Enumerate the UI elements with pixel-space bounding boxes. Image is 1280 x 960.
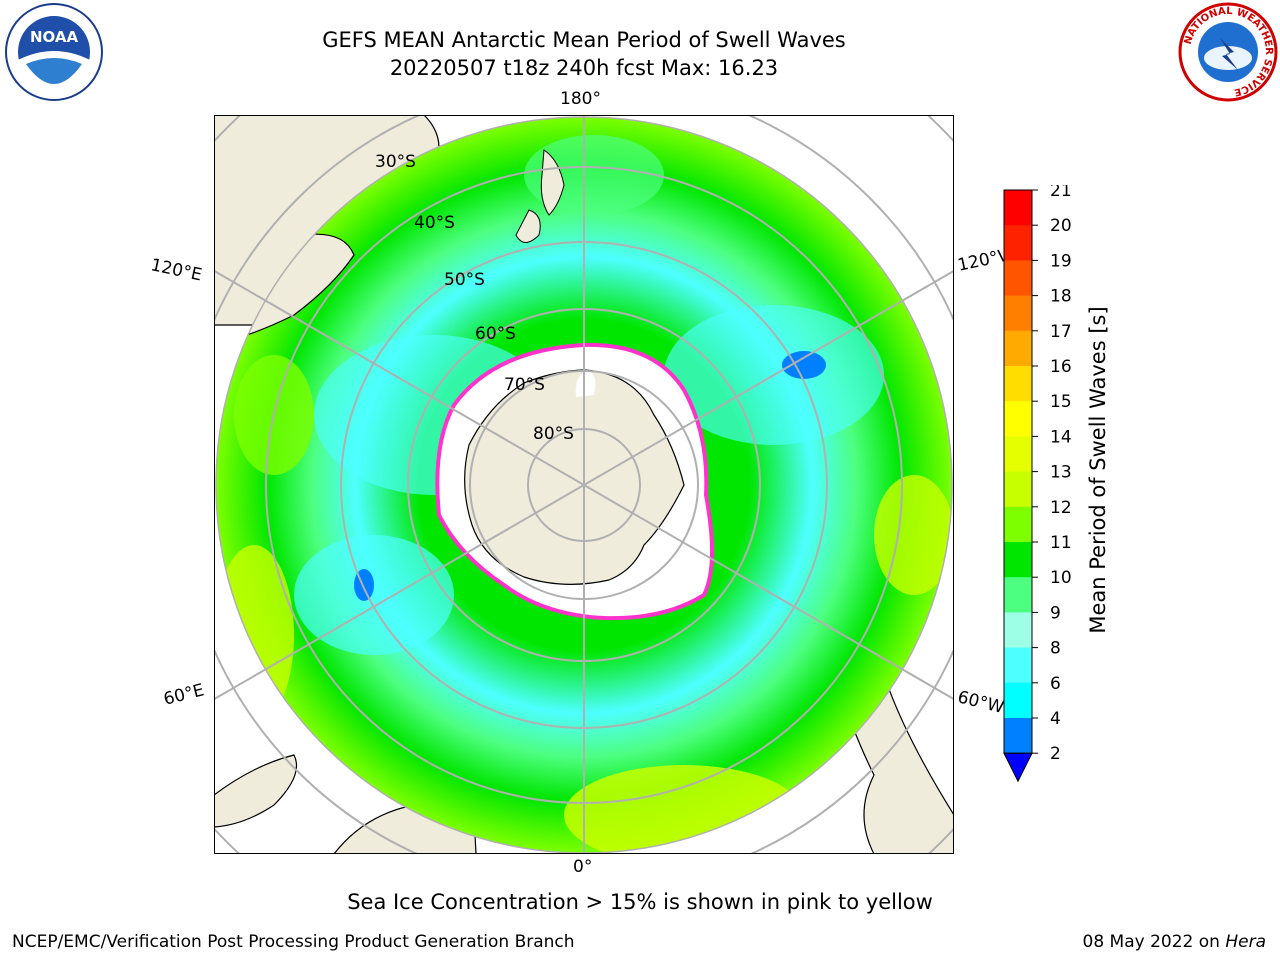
colorbar-tick-label: 10 — [1050, 568, 1072, 588]
colorbar-segment — [1004, 260, 1032, 297]
lat-label-30s: 30°S — [375, 152, 416, 172]
colorbar-tick-label: 11 — [1050, 533, 1072, 553]
colorbar-segment — [1004, 295, 1032, 332]
lon-label-60e: 60°E — [161, 680, 207, 710]
colorbar-tick-label: 15 — [1050, 392, 1072, 412]
colorbar-tick-label: 4 — [1050, 709, 1061, 729]
colorbar-tick-label: 21 — [1050, 185, 1072, 201]
footnote: Sea Ice Concentration > 15% is shown in … — [347, 890, 933, 914]
colorbar-tick-label: 12 — [1050, 498, 1072, 518]
lat-label-60s: 60°S — [475, 324, 516, 344]
colorbar-label: Mean Period of Swell Waves [s] — [1086, 306, 1110, 634]
colorbar-segment — [1004, 436, 1032, 473]
date-host: Hera — [1225, 932, 1266, 952]
colorbar-tick-label: 8 — [1050, 639, 1061, 659]
colorbar-segment — [1004, 542, 1032, 578]
lon-label-60w: 60°W — [955, 687, 1006, 719]
lon-label-120e: 120°E — [148, 255, 204, 286]
antarctica — [464, 369, 685, 585]
date-text: 08 May 2022 on — [1082, 932, 1226, 952]
colorbar-tick-label: 18 — [1050, 287, 1072, 307]
colorbar-segment — [1004, 225, 1032, 261]
colorbar-segment — [1004, 506, 1032, 543]
nws-logo: NATIONAL WEATHER SERVICE — [1178, 2, 1278, 102]
lat-label-40s: 40°S — [414, 213, 455, 233]
lat-label-50s: 50°S — [444, 270, 485, 290]
colorbar-segment — [1004, 647, 1032, 684]
lon-label-180: 180° — [560, 89, 601, 109]
chart-subtitle: 20220507 t18z 240h fcst Max: 16.23 — [389, 56, 779, 80]
date-line: 08 May 2022 on Hera — [1083, 932, 1267, 952]
colorbar: 21 20 19 18 17 16 15 14 13 12 11 10 9 8 6 4 2 — [1003, 185, 1072, 783]
colorbar-segment — [1004, 612, 1032, 649]
colorbar-segment — [1004, 682, 1032, 719]
colorbar-tick-label: 17 — [1050, 322, 1072, 342]
colorbar-segment — [1004, 577, 1032, 613]
colorbar-tick-label: 16 — [1050, 357, 1072, 377]
noaa-logo: NOAA — [5, 3, 103, 101]
noaa-logo-text: NOAA — [30, 28, 79, 46]
colorbar-tick-label: 13 — [1050, 463, 1072, 483]
lat-label-80s: 80°S — [533, 424, 574, 444]
colorbar-segment — [1004, 366, 1032, 402]
colorbar-tick-label: 6 — [1050, 674, 1061, 694]
credit-line: NCEP/EMC/Verification Post Processing Pr… — [12, 932, 575, 952]
colorbar-extension — [1003, 752, 1033, 783]
colorbar-segment — [1004, 718, 1032, 754]
lon-label-0: 0° — [573, 857, 593, 877]
colorbar-tick-label: 19 — [1050, 251, 1072, 271]
graticule — [214, 115, 954, 854]
colorbar-segment — [1004, 190, 1032, 226]
colorbar-tick-label: 2 — [1050, 744, 1061, 764]
colorbar-segment — [1004, 330, 1032, 367]
lat-label-70s: 70°S — [504, 375, 545, 395]
polar-map — [214, 115, 954, 854]
colorbar-tick-label: 14 — [1050, 427, 1072, 447]
colorbar-tick-label: 20 — [1050, 216, 1072, 236]
colorbar-segment — [1004, 401, 1032, 437]
colorbar-segment — [1004, 471, 1032, 508]
chart-title: GEFS MEAN Antarctic Mean Period of Swell… — [322, 28, 846, 52]
colorbar-tick-label: 9 — [1050, 603, 1061, 623]
